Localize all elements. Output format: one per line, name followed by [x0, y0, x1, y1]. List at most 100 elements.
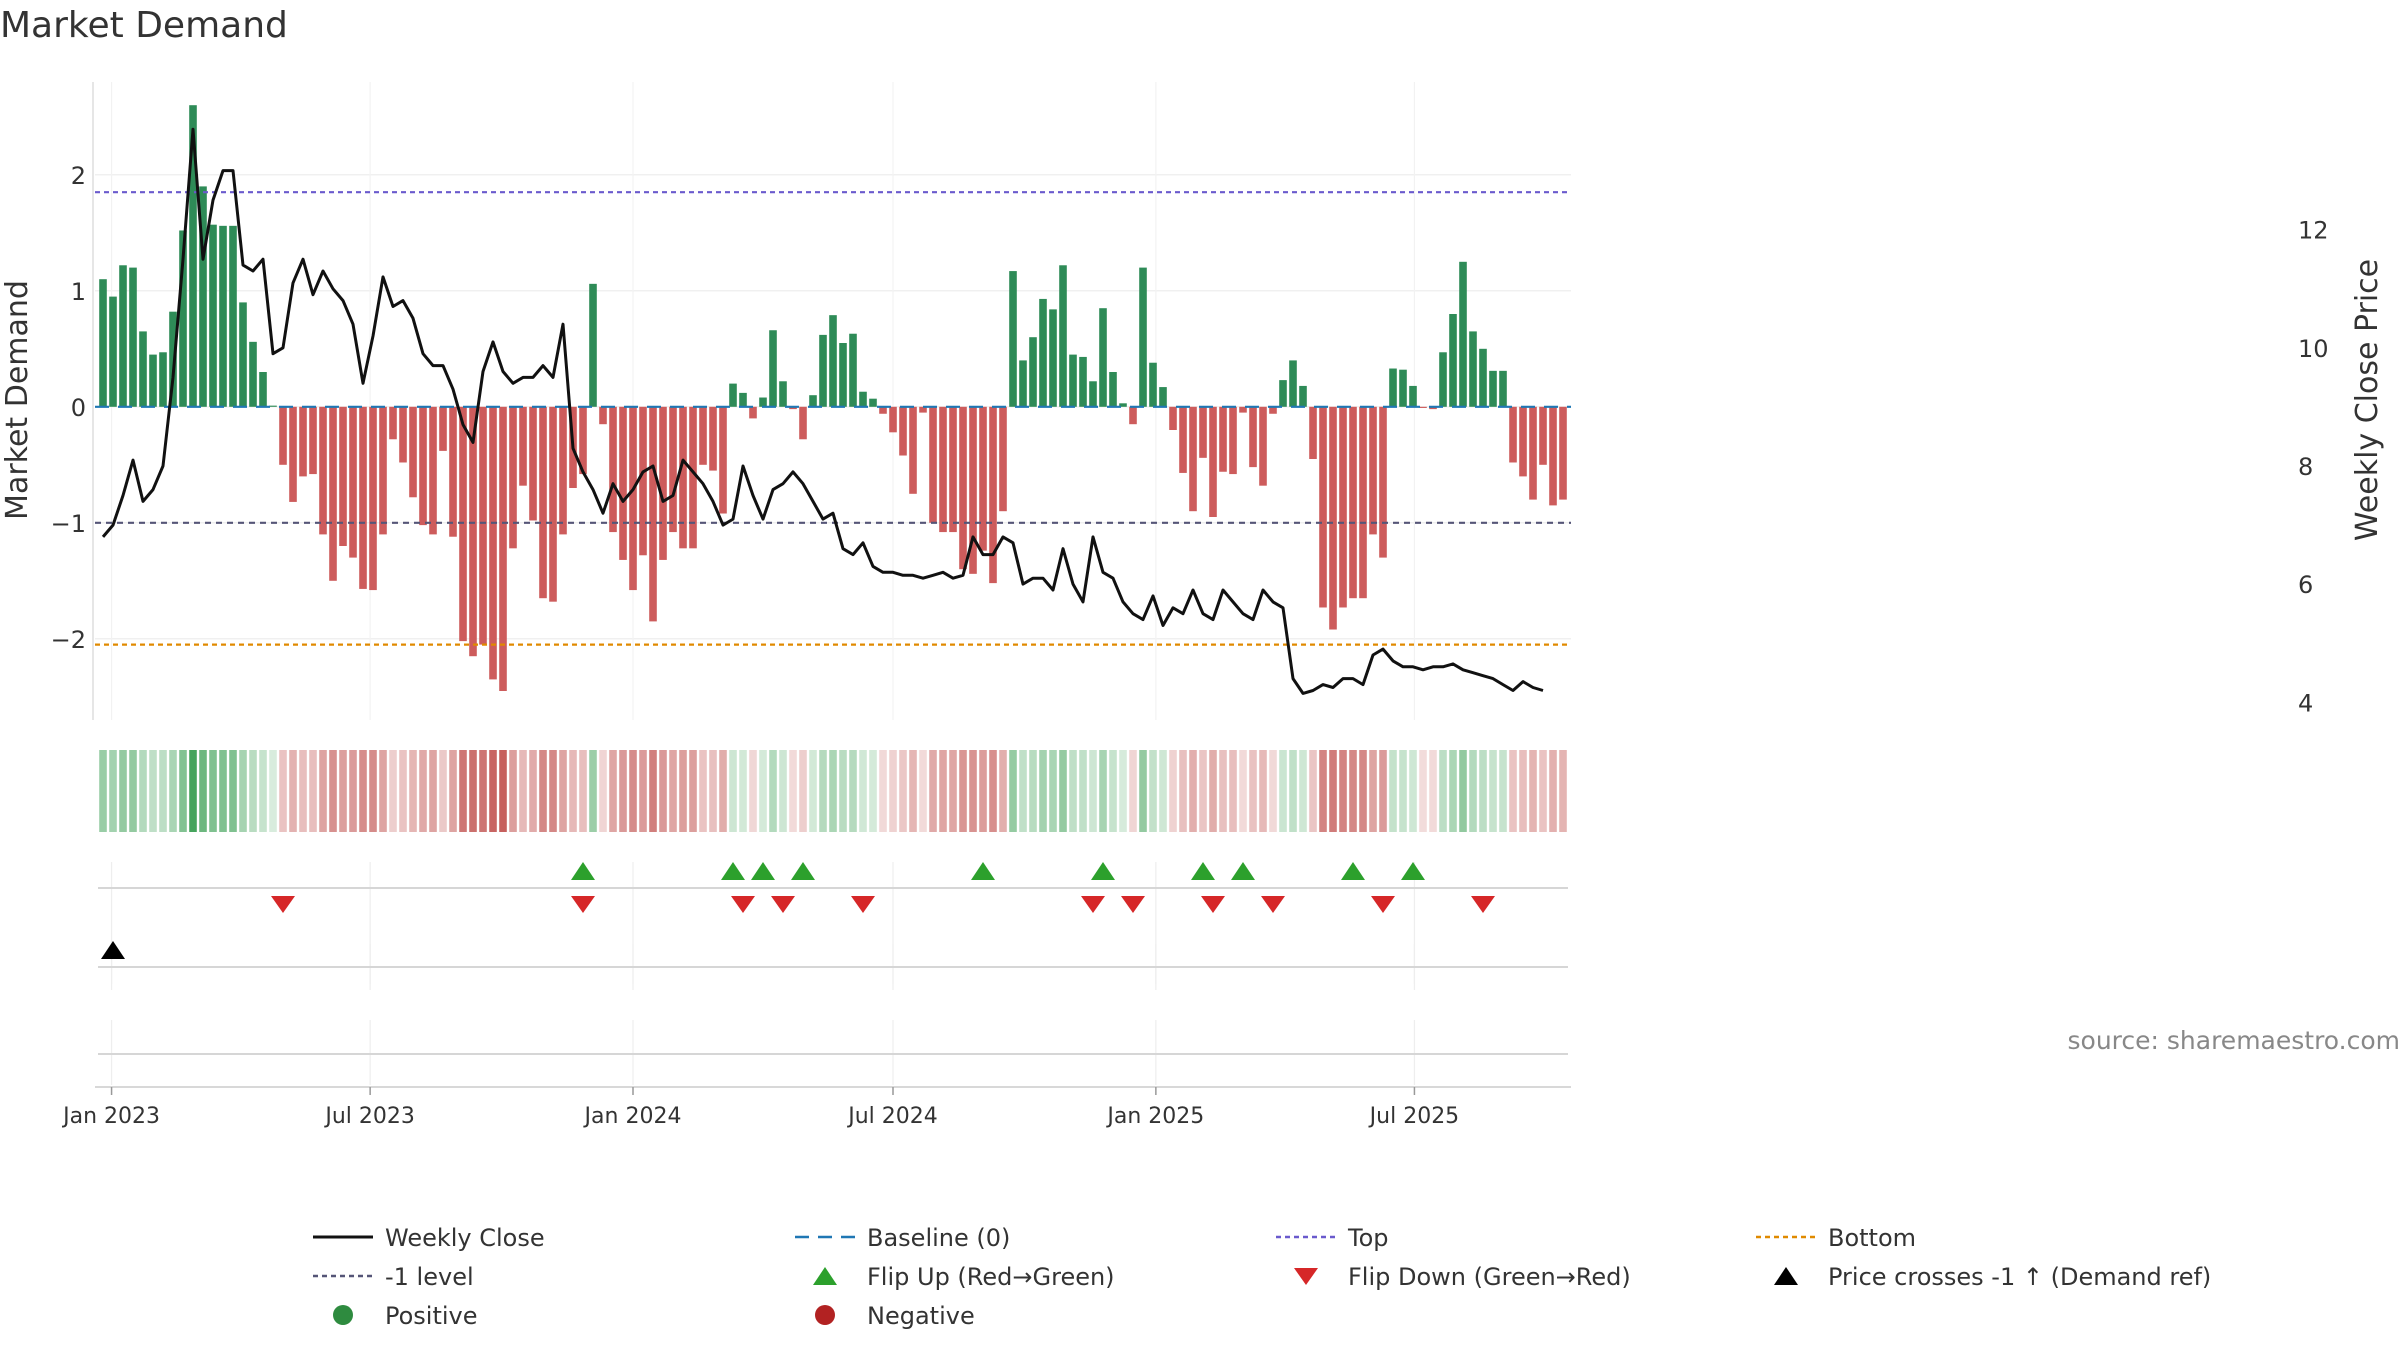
- heat-cell: [119, 750, 127, 832]
- heat-cell: [1379, 750, 1387, 832]
- flip-down-marker: [1471, 896, 1495, 913]
- demand-bar: [1009, 271, 1017, 407]
- weekly-close-line: [101, 127, 1544, 695]
- legend-swatch: [813, 1267, 837, 1285]
- flip-up-marker: [751, 862, 775, 880]
- flip-down-marker: [851, 896, 875, 913]
- demand-bar: [949, 406, 957, 533]
- x-tick-label: Jul 2024: [846, 1104, 938, 1129]
- heat-cell: [1319, 750, 1327, 832]
- heat-cell: [859, 750, 867, 832]
- demand-bar: [819, 334, 827, 407]
- demand-bar: [509, 406, 517, 549]
- left-ticks: −2 −1 0 1 2: [51, 162, 86, 654]
- heat-cell: [1339, 750, 1347, 832]
- heat-cell: [1429, 750, 1437, 832]
- heat-cell: [779, 750, 787, 832]
- heat-cell: [409, 750, 417, 832]
- heat-cell: [1549, 750, 1557, 832]
- demand-bar: [559, 406, 567, 535]
- y-tick-label: 0: [71, 394, 86, 422]
- demand-bar: [1389, 368, 1397, 407]
- demand-bar: [989, 406, 997, 584]
- legend-swatch: [815, 1305, 835, 1325]
- heat-cell: [879, 750, 887, 832]
- demand-bar: [1219, 406, 1227, 472]
- legend-label: Negative: [867, 1302, 975, 1330]
- legend-label: Flip Up (Red→Green): [867, 1263, 1115, 1291]
- heat-cell: [599, 750, 607, 832]
- demand-bar: [709, 406, 717, 471]
- demand-bar: [1179, 406, 1187, 473]
- heat-cell: [399, 750, 407, 832]
- event-panels: [98, 862, 1568, 1085]
- demand-bar: [99, 279, 107, 407]
- demand-bar: [349, 406, 357, 558]
- demand-bar: [579, 406, 587, 475]
- heat-cell: [1449, 750, 1457, 832]
- heat-cell: [689, 750, 697, 832]
- legend-item: Baseline (0): [795, 1224, 1010, 1252]
- reference-lines: [95, 191, 1571, 646]
- y2-axis-label: Weekly Close Price: [2350, 259, 2385, 541]
- demand-bar: [409, 406, 417, 498]
- flip-up-marker: [1191, 862, 1215, 880]
- demand-bar: [399, 406, 407, 463]
- demand-bar: [1229, 406, 1237, 475]
- heat-cell: [479, 750, 487, 832]
- demand-bar: [309, 406, 317, 475]
- flip-down-marker: [1121, 896, 1145, 913]
- y-tick-label: −2: [51, 626, 86, 654]
- demand-bar: [639, 406, 647, 556]
- heat-cell: [99, 750, 107, 832]
- x-tick-label: Jul 2025: [1368, 1104, 1460, 1129]
- demand-bar: [739, 392, 747, 407]
- heat-cell: [1199, 750, 1207, 832]
- demand-bar: [1409, 385, 1417, 407]
- demand-bar: [759, 397, 767, 407]
- heat-cell: [1179, 750, 1187, 832]
- heat-cell: [389, 750, 397, 832]
- heat-cell: [1239, 750, 1247, 832]
- demand-bar: [389, 406, 397, 440]
- heat-cell: [619, 750, 627, 832]
- demand-bar: [939, 406, 947, 533]
- heat-cell: [519, 750, 527, 832]
- legend-label: Positive: [385, 1302, 478, 1330]
- heat-cell: [249, 750, 257, 832]
- legend-label: -1 level: [385, 1263, 474, 1291]
- heat-cell: [1269, 750, 1277, 832]
- demand-bar: [1399, 369, 1407, 407]
- heat-cell: [1369, 750, 1377, 832]
- demand-bar: [469, 406, 477, 657]
- demand-bar: [1479, 348, 1487, 407]
- heat-cell: [189, 750, 197, 832]
- demand-bar: [1329, 406, 1337, 630]
- heat-cell: [529, 750, 537, 832]
- heat-cell: [749, 750, 757, 832]
- y2-tick-label: 12: [2298, 217, 2329, 245]
- heat-cell: [819, 750, 827, 832]
- heat-cell: [639, 750, 647, 832]
- heat-cell: [1169, 750, 1177, 832]
- demand-bar: [1429, 406, 1437, 410]
- demand-bar: [619, 406, 627, 560]
- demand-bar: [799, 406, 807, 440]
- flip-down-marker: [1371, 896, 1395, 913]
- demand-bar: [1089, 381, 1097, 407]
- demand-bar: [919, 406, 927, 413]
- legend-swatch: [1774, 1267, 1798, 1285]
- demand-bar: [1099, 308, 1107, 407]
- heat-cell: [1439, 750, 1447, 832]
- flip-down-marker: [771, 896, 795, 913]
- flip-up-marker: [721, 862, 745, 880]
- heat-cell: [1099, 750, 1107, 832]
- heat-cell: [1119, 750, 1127, 832]
- y-tick-label: 2: [71, 162, 86, 190]
- demand-bar: [1159, 387, 1167, 407]
- demand-heat-strip: [99, 750, 1567, 832]
- demand-bar: [1469, 331, 1477, 407]
- heat-cell: [1479, 750, 1487, 832]
- demand-bar: [999, 406, 1007, 512]
- heat-cell: [1529, 750, 1537, 832]
